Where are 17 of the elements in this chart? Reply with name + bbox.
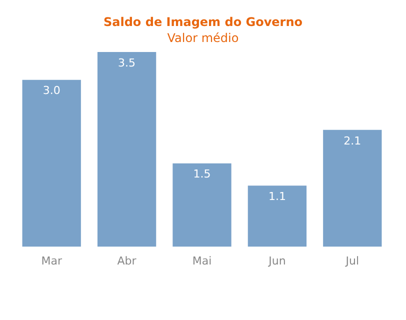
x-tick-label: Mai (192, 254, 212, 268)
bar (323, 130, 382, 247)
x-tick-label: Mar (41, 254, 62, 268)
chart-title: Saldo de Imagem do Governo (102, 15, 304, 29)
data-label: 2.1 (344, 134, 362, 148)
x-tick-label: Abr (117, 254, 137, 268)
bar (22, 80, 81, 247)
data-label: 1.5 (193, 168, 211, 181)
x-tick-label: Jun (268, 254, 286, 268)
data-label: 3.0 (42, 84, 60, 98)
bar (97, 52, 156, 247)
bar (172, 163, 232, 247)
bar (248, 186, 307, 247)
data-label: 3.5 (118, 56, 136, 70)
data-label: 1.1 (268, 190, 286, 203)
chart-subtitle: Valor médio (166, 31, 240, 45)
x-tick-label: Jul (344, 254, 360, 268)
